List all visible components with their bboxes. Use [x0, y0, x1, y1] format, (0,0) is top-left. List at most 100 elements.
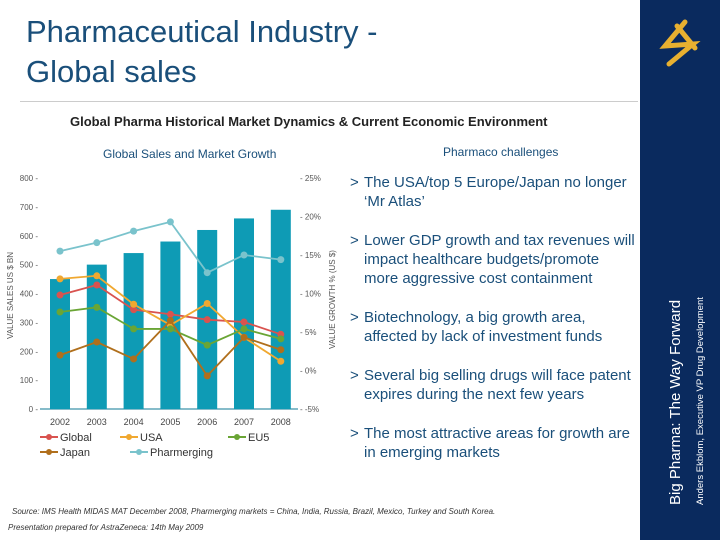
point-pharmerging [203, 269, 211, 277]
point-pharmerging [56, 247, 64, 255]
bullet-item: > The most attractive areas for growth ar… [350, 424, 635, 462]
y-tick-label: 400 - [20, 290, 39, 299]
point-eu5 [277, 335, 285, 343]
point-japan [203, 372, 211, 380]
point-pharmerging [277, 256, 285, 264]
legend-label: Japan [60, 447, 90, 459]
point-pharmerging [240, 251, 248, 259]
sidebar-author: Anders Ekblom, Executive VP Drug Develop… [695, 297, 706, 505]
point-global [56, 291, 64, 299]
point-japan [166, 316, 174, 324]
y-tick-label: 100 - [20, 376, 39, 385]
bar-2008 [270, 209, 291, 409]
y2-tick-label: - 5% [300, 328, 316, 337]
bar-2003 [86, 264, 107, 409]
bullet-item: > Several big selling drugs will face pat… [350, 366, 635, 404]
y-tick-label: 200 - [20, 347, 39, 356]
prepared-note: Presentation prepared for AstraZeneca: 1… [8, 523, 204, 532]
bullet-text: The USA/top 5 Europe/Japan no longer ‘Mr… [364, 174, 627, 210]
point-global [166, 310, 174, 318]
point-pharmerging [93, 239, 101, 247]
y-tick-label: 500 - [20, 261, 39, 270]
bullet-text: Several big selling drugs will face pate… [364, 367, 631, 403]
subtitle: Global Pharma Historical Market Dynamics… [70, 114, 548, 129]
point-usa [203, 300, 211, 308]
legend-marker-pharmerging [136, 449, 142, 455]
point-japan [93, 338, 101, 346]
y-tick-label: 0 - [29, 405, 39, 414]
bullet-item: > Biotechnology, a big growth area, affec… [350, 308, 635, 346]
x-tick-label: 2007 [234, 417, 254, 427]
x-tick-label: 2002 [50, 417, 70, 427]
legend-marker-eu5 [234, 434, 240, 440]
point-global [93, 281, 101, 289]
bullet-glyph: > [350, 174, 359, 191]
y2-tick-label: - 15% [300, 251, 321, 260]
bullet-glyph: > [350, 309, 359, 326]
bullet-glyph: > [350, 367, 359, 384]
point-usa [56, 275, 64, 283]
source-note: Source: IMS Health MIDAS MAT December 20… [12, 507, 496, 516]
point-usa [130, 300, 138, 308]
bullet-text: Lower GDP growth and tax revenues will i… [364, 232, 635, 287]
y2-tick-label: - 10% [300, 290, 321, 299]
x-tick-label: 2005 [160, 417, 180, 427]
sidebar-title: Big Pharma: The Way Forward [667, 299, 684, 505]
bar-2007 [234, 218, 254, 409]
legend-marker-japan [46, 449, 52, 455]
point-usa [277, 357, 285, 365]
point-eu5 [93, 303, 101, 311]
divider [20, 101, 638, 102]
y2-tick-label: - 20% [300, 213, 321, 222]
bullet-text: Biotechnology, a big growth area, affect… [364, 309, 603, 345]
x-tick-label: 2003 [87, 417, 107, 427]
point-usa [93, 272, 101, 280]
legend-label: USA [140, 432, 163, 444]
y-axis-label: VALUE SALES US $ BN [6, 252, 15, 339]
bullet-item: > Lower GDP growth and tax revenues will … [350, 231, 635, 288]
point-japan [56, 351, 64, 359]
point-eu5 [166, 325, 174, 333]
x-tick-label: 2006 [197, 417, 217, 427]
sidebar: Big Pharma: The Way Forward Anders Ekblo… [640, 0, 720, 540]
y-tick-label: 300 - [20, 318, 39, 327]
point-eu5 [56, 308, 64, 316]
chart-heading: Global Sales and Market Growth [103, 147, 277, 161]
point-japan [130, 355, 138, 363]
point-global [130, 306, 138, 314]
legend-marker-global [46, 434, 52, 440]
bullet-text: The most attractive areas for growth are… [364, 425, 630, 461]
legend-label: Pharmerging [150, 447, 213, 459]
point-eu5 [130, 325, 138, 333]
slide-title: Pharmaceutical Industry - Global sales [26, 12, 377, 92]
astrazeneca-logo-icon [659, 19, 701, 67]
point-eu5 [203, 341, 211, 349]
y-tick-label: 800 - [20, 174, 39, 183]
point-global [203, 316, 211, 324]
point-global [240, 318, 248, 326]
point-eu5 [240, 325, 248, 333]
y-tick-label: 600 - [20, 232, 39, 241]
bar-2002 [50, 279, 70, 409]
sales-growth-chart: 0 - 100 - 200 - 300 - 400 - 500 - 600 - 700 - 80… [6, 174, 337, 459]
title-line-2: Global sales [26, 54, 197, 89]
x-tick-label: 2008 [271, 417, 291, 427]
legend-label: Global [60, 432, 92, 444]
point-pharmerging [166, 218, 174, 226]
legend-marker-usa [126, 434, 132, 440]
point-japan [277, 346, 285, 354]
bullet-glyph: > [350, 425, 359, 442]
challenges-list: > The USA/top 5 Europe/Japan no longer ‘M… [350, 173, 635, 482]
legend-label: EU5 [248, 432, 269, 444]
bullet-glyph: > [350, 232, 359, 249]
y-tick-label: 700 - [20, 203, 39, 212]
y2-tick-label: - 0% [300, 367, 316, 376]
challenges-heading: Pharmaco challenges [443, 145, 559, 159]
y2-axis-label: VALUE GROWTH % (US $) [328, 250, 337, 349]
title-line-1: Pharmaceutical Industry - [26, 14, 378, 49]
y2-tick-label: - 25% [300, 174, 321, 183]
point-pharmerging [130, 227, 138, 235]
point-japan [240, 333, 248, 341]
y2-tick-label: - -5% [300, 405, 319, 414]
x-tick-label: 2004 [124, 417, 144, 427]
